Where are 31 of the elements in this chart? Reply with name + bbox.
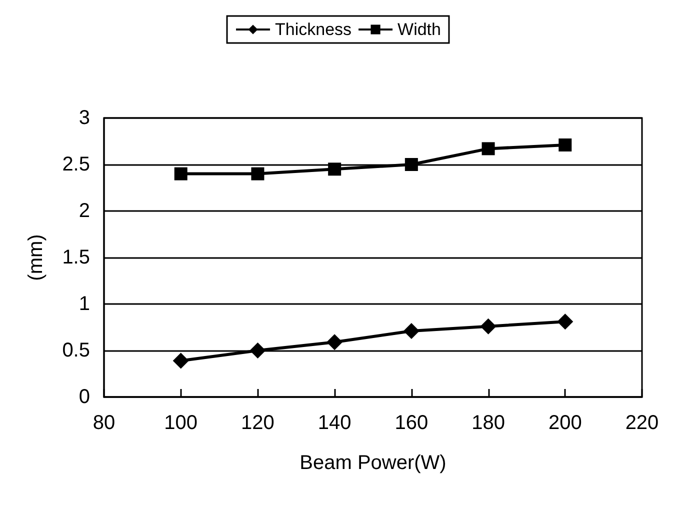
point: [174, 167, 188, 180]
y-tick-label: 2.5: [62, 154, 90, 176]
y-tick-label: 1: [78, 293, 90, 315]
point: [328, 162, 342, 176]
y-tick-label: 0: [78, 386, 90, 408]
y-tick-label: 0.5: [62, 340, 90, 362]
x-tick-label: 160: [394, 412, 428, 434]
x-tick-label: 200: [548, 412, 582, 434]
point: [172, 352, 189, 369]
y-tick-label: 1.5: [62, 246, 90, 268]
x-tick-label: 180: [472, 412, 505, 434]
x-tick-label: 100: [164, 412, 198, 434]
point: [557, 314, 574, 330]
x-axis-title: Beam Power(W): [300, 452, 446, 474]
x-tick-label: 140: [318, 412, 352, 434]
x-tick-label: 120: [241, 412, 274, 434]
point: [480, 318, 496, 334]
y-tick-label: 2: [78, 200, 90, 222]
point: [482, 142, 495, 156]
legend-label: Thickness: [275, 20, 352, 39]
point: [558, 138, 572, 152]
legend-label: Width: [398, 20, 442, 39]
y-axis-title: (mm): [25, 234, 47, 281]
y-tick-label: 3: [78, 107, 90, 129]
point: [403, 322, 420, 339]
point: [251, 167, 264, 180]
x-tick-label: 220: [625, 412, 659, 434]
point: [326, 334, 343, 350]
point: [404, 158, 418, 171]
x-tick-label: 80: [92, 412, 116, 434]
point: [250, 342, 266, 358]
